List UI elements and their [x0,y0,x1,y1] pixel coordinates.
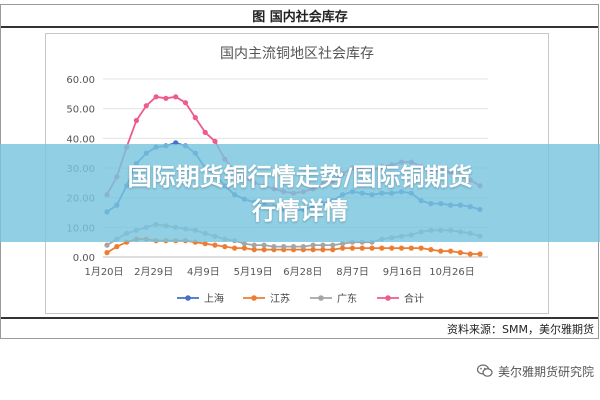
data-point [133,117,139,124]
data-point [408,245,414,251]
data-point [153,94,159,100]
source-rule [1,317,598,319]
data-point [182,100,189,106]
figure-title: 图 国内社会库存 [252,10,348,25]
x-tick-label: 4月9日 [187,266,220,278]
data-point [104,250,110,256]
data-point [320,247,326,253]
y-tick-label: 60.00 [66,75,95,86]
data-point [457,250,463,256]
data-point [389,245,395,251]
x-tick-label: 6月28日 [283,266,322,278]
x-tick-label: 5月19日 [234,266,273,278]
x-tick-label: 2月29日 [134,266,173,278]
watermark-text: 美尔雅期货研究院 [497,364,594,379]
data-point [398,245,405,251]
data-point [428,247,434,253]
data-point [290,244,297,250]
legend-swatch-marker [318,295,324,301]
data-point [114,244,120,250]
data-point [163,95,169,101]
legend-label: 广东 [337,292,357,305]
series-江苏 [104,236,483,257]
data-point [330,247,336,253]
data-point [202,129,208,135]
legend-item: 合计 [377,292,424,305]
data-point [379,245,385,251]
data-point [330,242,336,248]
data-point [340,245,346,251]
watermark: 美尔雅期货研究院 [476,360,594,382]
data-point [212,138,218,144]
x-tick-label: 1月20日 [84,266,123,278]
x-tick-label: 8月7日 [336,266,369,278]
x-tick-label: 9月16日 [383,266,422,278]
x-tick-label: 10月26日 [429,266,474,278]
data-point [359,245,365,251]
data-point [261,247,267,253]
legend-swatch-marker [185,295,191,301]
data-point [241,245,247,251]
data-point [222,244,228,250]
legend-swatch-marker [251,295,257,301]
data-point [418,245,424,251]
data-point [251,242,257,248]
legend-label: 上海 [204,292,224,305]
legend-label: 合计 [404,292,424,305]
legend-item: 上海 [177,292,224,305]
data-point [369,245,375,251]
data-point [340,241,346,247]
data-point [241,241,247,247]
headline-line-2: 行情详情 [252,197,348,225]
data-point [212,242,218,248]
headline-line-1: 国际期货铜行情走势/国际铜期货 [127,163,473,191]
data-point [261,242,267,248]
x-tick-labels: 1月20日 2月29日 4月9日 5月19日 6月28日 8月7日 9月16日 10月26日 [84,266,474,278]
y-tick-label: 0.00 [73,253,95,264]
data-point [192,115,198,121]
data-point [251,247,257,253]
data-point [271,244,277,250]
y-tick-label: 40.00 [66,134,95,145]
data-point [349,245,355,251]
y-tick-label: 50.00 [66,105,95,116]
legend-item: 江苏 [243,292,290,305]
data-point [448,248,454,254]
source-note: 资料来源：SMM，美尔雅期货 [447,323,594,336]
data-point [104,242,110,248]
data-point [467,251,473,257]
data-point [232,245,238,251]
data-point [438,248,444,254]
data-point [320,242,326,248]
data-point [300,244,306,250]
data-point [310,247,316,253]
data-point [310,242,316,248]
legend: 上海 江苏 广东 合计 [177,292,424,305]
data-point [143,103,149,109]
title-rule [1,26,598,28]
legend-label: 江苏 [270,292,290,305]
legend-item: 广东 [310,292,357,305]
data-point [173,94,179,100]
data-point [202,241,208,247]
chart-title: 国内主流铜地区社会库存 [220,46,374,62]
headline-banner [0,144,600,242]
data-point [281,244,287,250]
data-point [477,251,483,257]
wechat-icon [476,364,493,377]
headline: 国际期货铜行情走势/国际铜期货 行情详情 [0,160,600,228]
legend-swatch-marker [385,295,391,301]
